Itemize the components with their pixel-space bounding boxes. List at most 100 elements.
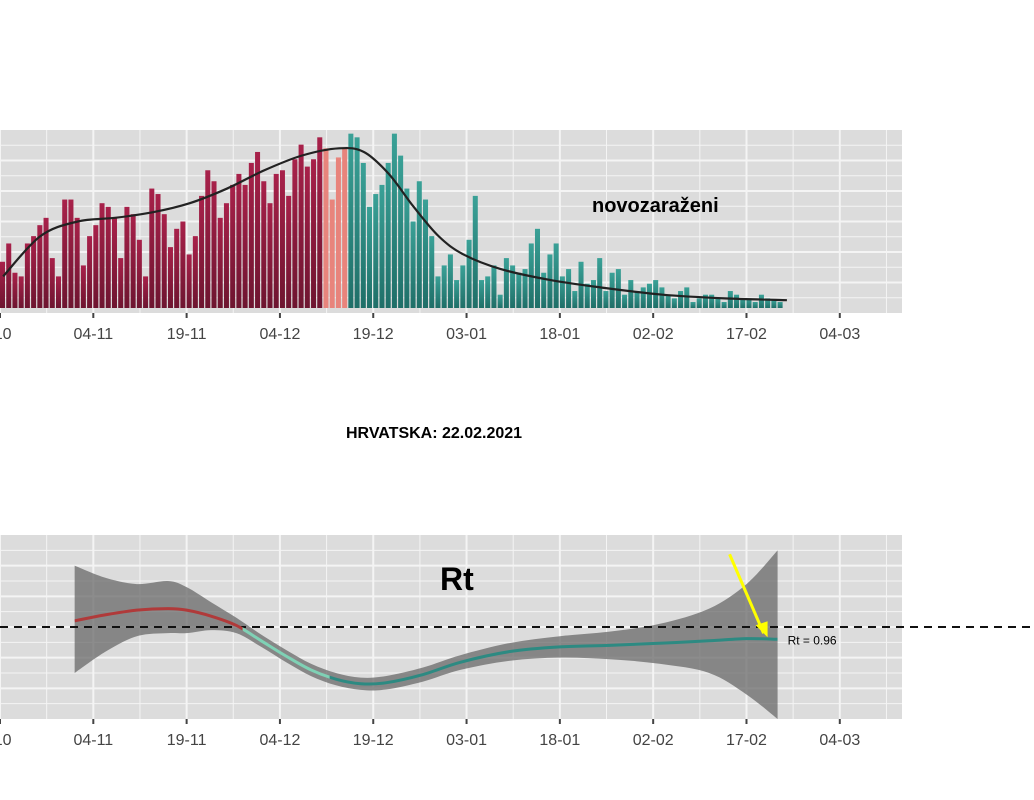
case-bar <box>335 157 341 308</box>
case-bar <box>765 298 771 308</box>
case-bar <box>111 217 117 308</box>
case-bar <box>516 272 522 308</box>
case-bar <box>410 221 416 308</box>
case-bar <box>255 151 261 308</box>
case-bar <box>771 300 777 308</box>
case-bar <box>236 173 242 308</box>
case-bar <box>640 287 646 308</box>
case-bar <box>634 291 640 308</box>
x-tick-label: 03-01 <box>446 326 487 343</box>
case-bar <box>665 294 671 308</box>
case-bar <box>547 254 553 308</box>
case-bar <box>740 298 746 308</box>
case-bar <box>323 148 329 308</box>
case-bar <box>292 159 298 308</box>
case-bar <box>478 280 485 308</box>
case-bar <box>534 228 540 308</box>
case-bar <box>211 181 217 308</box>
x-tick-label: 04-11 <box>73 732 113 749</box>
case-bar <box>734 294 740 308</box>
x-tick-label: -10 <box>0 326 12 343</box>
case-bar <box>721 302 727 308</box>
case-bar <box>603 291 609 308</box>
x-tick-label: 17-02 <box>726 326 767 343</box>
x-tick-label: 04-11 <box>73 326 113 343</box>
case-bar <box>155 194 161 308</box>
case-bar <box>24 243 30 308</box>
case-bar <box>68 199 74 308</box>
case-bar <box>37 225 43 308</box>
case-bar <box>174 228 180 308</box>
case-bar <box>423 199 429 308</box>
highlight-arrow-head <box>755 621 768 638</box>
case-bar <box>136 239 142 308</box>
x-tick-label: 04-03 <box>819 732 860 749</box>
case-bar <box>180 221 186 308</box>
case-bar <box>777 302 783 308</box>
case-bar <box>367 206 373 308</box>
x-tick-label: 02-02 <box>633 326 674 343</box>
case-bar <box>590 280 596 308</box>
case-bar <box>622 294 628 308</box>
case-bar <box>286 195 292 308</box>
chart-annotation: novozaraženi <box>592 195 719 217</box>
highlight-arrow <box>728 553 765 634</box>
case-bar <box>143 276 149 308</box>
case-bar <box>491 265 497 308</box>
case-bar <box>199 195 205 308</box>
rt-chart: -10 04-11 19-11 04-12 19-12 03-01 18-01 02-02 17… <box>0 535 1034 749</box>
case-bar <box>99 203 105 308</box>
trend-line <box>2 146 787 302</box>
case-bar <box>584 283 590 308</box>
case-bar <box>597 258 603 308</box>
x-tick-label: -10 <box>0 732 12 749</box>
case-bar <box>628 280 634 308</box>
case-bar <box>49 258 55 308</box>
case-bar <box>435 276 441 308</box>
page-title: HRVATSKA: 22.02.2021 <box>346 425 523 442</box>
x-tick-label: 17-02 <box>726 732 767 749</box>
case-bar <box>758 294 764 308</box>
x-tick-label: 04-03 <box>819 326 860 343</box>
case-bar <box>329 199 335 308</box>
case-bar <box>124 206 130 308</box>
case-bar <box>659 287 665 308</box>
case-bar <box>167 247 173 308</box>
case-bar <box>55 276 62 308</box>
case-bar <box>566 269 572 308</box>
case-bar <box>497 294 503 308</box>
case-bar <box>31 236 37 308</box>
case-bar <box>373 194 379 308</box>
case-bar <box>510 265 516 308</box>
case-bar <box>273 173 279 308</box>
case-bar <box>18 276 24 308</box>
case-bar <box>472 195 478 308</box>
case-bar <box>342 148 348 308</box>
x-tick-label: 04-12 <box>259 732 300 749</box>
case-bar <box>230 184 236 308</box>
case-bar <box>646 283 652 308</box>
case-bar <box>379 184 385 308</box>
case-bar <box>0 261 6 308</box>
case-bar <box>12 272 18 308</box>
case-bar <box>223 203 229 308</box>
x-tick-label: 19-11 <box>167 326 207 343</box>
confidence-band <box>74 550 778 719</box>
case-bar <box>354 137 360 308</box>
case-bar <box>267 203 273 308</box>
rt-value-label: Rt = 0.96 <box>788 633 837 647</box>
case-bar <box>317 137 323 308</box>
case-bar <box>217 217 223 308</box>
case-bar <box>279 170 285 308</box>
case-bar <box>684 287 690 308</box>
case-bar <box>447 254 453 308</box>
case-bar <box>242 184 248 308</box>
case-bar <box>746 298 752 308</box>
chart-annotation: Rt <box>440 561 474 597</box>
x-tick-label: 19-12 <box>353 732 394 749</box>
case-bar <box>416 181 422 308</box>
case-bar <box>696 298 702 308</box>
case-bar <box>454 280 460 308</box>
case-bar <box>559 276 565 308</box>
case-bar <box>149 188 155 308</box>
